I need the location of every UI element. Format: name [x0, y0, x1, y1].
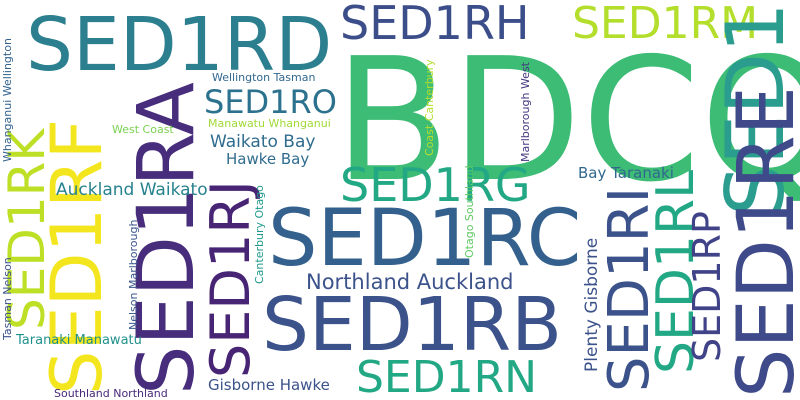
phrase-nelson-marlborough: Nelson Marlborough: [127, 219, 140, 330]
phrase-coast-canterbury: Coast Canterbury: [423, 59, 436, 156]
phrase-waikato-bay: Waikato Bay: [210, 132, 316, 152]
phrase-otago-southland: Otago Southland: [463, 165, 476, 258]
word-sed1rd: SED1RD: [26, 2, 333, 88]
phrase-whanganui-wellington: Whanganui Wellington: [1, 38, 14, 162]
word-bdcq: BDCQ: [334, 22, 800, 220]
phrase-canterbury-otago: Canterbury Otago: [253, 185, 266, 284]
phrase-tasman-nelson: Tasman Nelson: [1, 257, 14, 340]
word-sed1ro: SED1RO: [204, 83, 337, 121]
word-sed1rp: SED1RP: [685, 211, 729, 362]
phrase-northland-auckland: Northland Auckland: [306, 270, 514, 294]
phrase-west-coast: West Coast: [112, 123, 174, 136]
word-sed1re-bottom: SED1RE: [722, 86, 800, 398]
phrase-manawatu-whanganui: Manawatu Whanganui: [208, 117, 331, 130]
word-sed1rn: SED1RN: [356, 352, 538, 400]
phrase-hawke-bay: Hawke Bay: [226, 150, 310, 168]
phrase-wellington-tasman: Wellington Tasman: [212, 71, 316, 84]
phrase-auckland-waikato: Auckland Waikato: [56, 180, 208, 200]
word-sed1rm: SED1RM: [572, 0, 759, 49]
word-sed1rc: SED1RC: [268, 194, 582, 284]
phrase-taranaki-manawatu: Taranaki Manawatu: [16, 333, 142, 348]
word-sed1rh: SED1RH: [340, 0, 530, 50]
phrase-gisborne-hawke: Gisborne Hawke: [208, 376, 330, 394]
word-sed1rg: SED1RG: [340, 158, 531, 212]
phrase-marlborough-west: Marlborough West: [519, 62, 532, 162]
word-sed1rb: SED1RB: [262, 282, 562, 368]
word-sed1rj: SED1RJ: [199, 180, 262, 378]
phrase-plenty-gisborne: Plenty Gisborne: [582, 237, 602, 372]
phrase-southland-northland: Southland Northland: [54, 387, 168, 400]
phrase-bay-taranaki: Bay Taranaki: [578, 164, 674, 182]
